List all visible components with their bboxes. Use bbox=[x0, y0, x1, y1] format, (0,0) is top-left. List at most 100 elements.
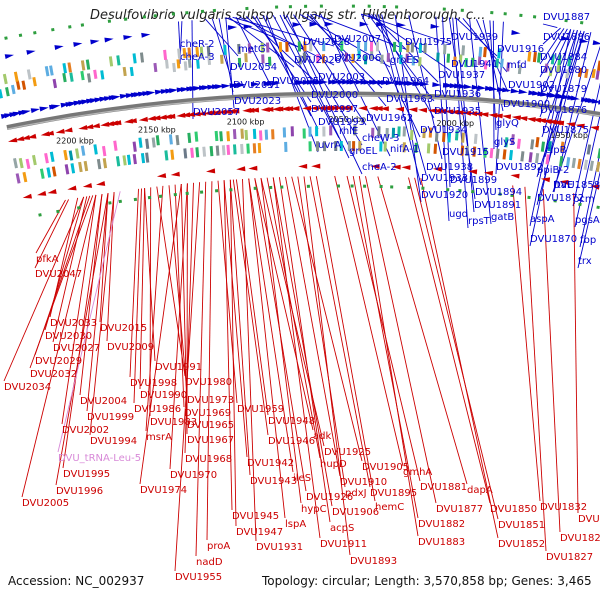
gene-label: DVU1943 bbox=[250, 476, 297, 487]
feature-block bbox=[392, 41, 397, 52]
feature-block bbox=[520, 151, 525, 162]
feature-block bbox=[322, 126, 326, 137]
gene-label: cheA-2 bbox=[362, 162, 397, 173]
feature-block bbox=[183, 61, 188, 71]
forward-gene-arrow bbox=[26, 50, 36, 55]
feature-block bbox=[108, 201, 112, 205]
feature-block bbox=[158, 194, 163, 198]
feature-block bbox=[577, 67, 583, 78]
reverse-gene-arrow bbox=[311, 163, 321, 169]
feature-block bbox=[80, 70, 85, 81]
reverse-gene-arrow bbox=[468, 111, 478, 117]
gene-label: DVU1997 bbox=[311, 104, 358, 115]
feature-block bbox=[63, 149, 68, 161]
gene-label-line bbox=[254, 178, 314, 431]
reverse-gene-arrow bbox=[418, 107, 428, 113]
gene-label-line bbox=[184, 182, 194, 454]
feature-block bbox=[46, 167, 52, 178]
feature-block bbox=[597, 60, 600, 71]
feature-block bbox=[52, 78, 58, 89]
feature-block bbox=[268, 56, 272, 66]
feature-block bbox=[308, 141, 312, 152]
gene-label: DVU1880 bbox=[540, 65, 587, 76]
gene-label-line bbox=[306, 13, 383, 89]
feature-block bbox=[145, 138, 150, 149]
reverse-gene-arrow bbox=[78, 125, 88, 130]
feature-block bbox=[503, 12, 507, 16]
feature-block bbox=[322, 41, 326, 52]
forward-gene-arrow bbox=[215, 84, 225, 90]
gene-label-line bbox=[435, 16, 450, 222]
gene-label: DVU1947 bbox=[236, 527, 283, 538]
gene-label: DVU1933 bbox=[421, 173, 468, 184]
gene-label: DVU2005 bbox=[22, 498, 69, 509]
reverse-gene-arrow bbox=[449, 109, 459, 115]
reverse-gene-arrow bbox=[427, 108, 438, 114]
gene-label-line bbox=[293, 14, 367, 126]
gene-label: rpsT bbox=[468, 216, 491, 227]
feature-block bbox=[473, 133, 478, 145]
gene-label: DVU2047 bbox=[35, 269, 82, 280]
feature-block bbox=[442, 7, 446, 11]
reverse-gene-arrow bbox=[245, 107, 255, 113]
feature-block bbox=[15, 173, 21, 184]
reverse-gene-arrow bbox=[555, 120, 565, 126]
gene-label: DVU1962 bbox=[366, 113, 413, 124]
reverse-gene-arrow bbox=[493, 113, 503, 119]
gene-label-line bbox=[252, 15, 312, 103]
gene-label: DVU1910 bbox=[340, 477, 387, 488]
gene-label-line bbox=[278, 177, 331, 523]
reverse-gene-arrow bbox=[290, 106, 300, 111]
gene-label: glyQ bbox=[496, 118, 519, 129]
feature-block bbox=[200, 9, 205, 14]
feature-block bbox=[411, 56, 416, 66]
feature-block bbox=[139, 52, 145, 63]
forward-gene-arrow bbox=[90, 39, 100, 45]
gene-label: DVU1995 bbox=[63, 469, 110, 480]
feature-block bbox=[421, 186, 425, 190]
reverse-gene-arrow bbox=[408, 107, 418, 113]
gene-label-line bbox=[358, 176, 419, 537]
forward-gene-arrow bbox=[396, 22, 406, 28]
reverse-gene-arrow bbox=[197, 111, 207, 116]
gene-label: DVU1881 bbox=[420, 482, 467, 493]
feature-block bbox=[351, 53, 355, 63]
forward-gene-arrow bbox=[319, 79, 329, 85]
reverse-gene-arrow bbox=[156, 173, 167, 178]
gene-label-line bbox=[297, 176, 346, 488]
reverse-gene-arrow bbox=[566, 122, 576, 128]
feature-block bbox=[483, 46, 487, 58]
gene-label: DVU2007 bbox=[334, 34, 381, 45]
feature-block bbox=[371, 127, 375, 138]
feature-block bbox=[510, 193, 514, 198]
reverse-gene-arrow bbox=[206, 110, 216, 116]
feature-tracks bbox=[0, 4, 600, 217]
reverse-gene-arrow bbox=[370, 164, 380, 169]
gene-label: groES bbox=[390, 55, 419, 66]
gene-label-line bbox=[414, 177, 499, 520]
forward-gene-arrow bbox=[73, 42, 83, 47]
forward-gene-arrow bbox=[146, 90, 156, 96]
gene-label: DVU1899 bbox=[450, 175, 497, 186]
gene-label: DVU1999 bbox=[87, 412, 134, 423]
feature-block bbox=[527, 195, 531, 200]
gene-label-line bbox=[149, 187, 152, 417]
feature-block bbox=[38, 213, 42, 217]
feature-block bbox=[498, 192, 502, 196]
feature-block bbox=[113, 140, 118, 151]
forward-gene-arrow bbox=[359, 21, 369, 27]
reverse-gene-arrow bbox=[532, 117, 542, 123]
gene-label: acpS bbox=[330, 523, 354, 534]
feature-block bbox=[379, 141, 383, 152]
feature-block bbox=[147, 195, 152, 200]
forward-gene-arrow bbox=[267, 81, 277, 87]
gene-label: DVU1852 bbox=[498, 539, 545, 550]
feature-block bbox=[138, 137, 143, 148]
gene-label: cheW-3 bbox=[362, 133, 399, 144]
gene-label: DVU1963 bbox=[386, 94, 433, 105]
gene-label: DVU1993 bbox=[318, 117, 365, 128]
gene-label-line bbox=[225, 17, 235, 109]
reverse-gene-arrow bbox=[166, 113, 176, 119]
gene-label: DVU2033 bbox=[50, 318, 97, 329]
gene-label: DVU1969 bbox=[184, 408, 231, 419]
